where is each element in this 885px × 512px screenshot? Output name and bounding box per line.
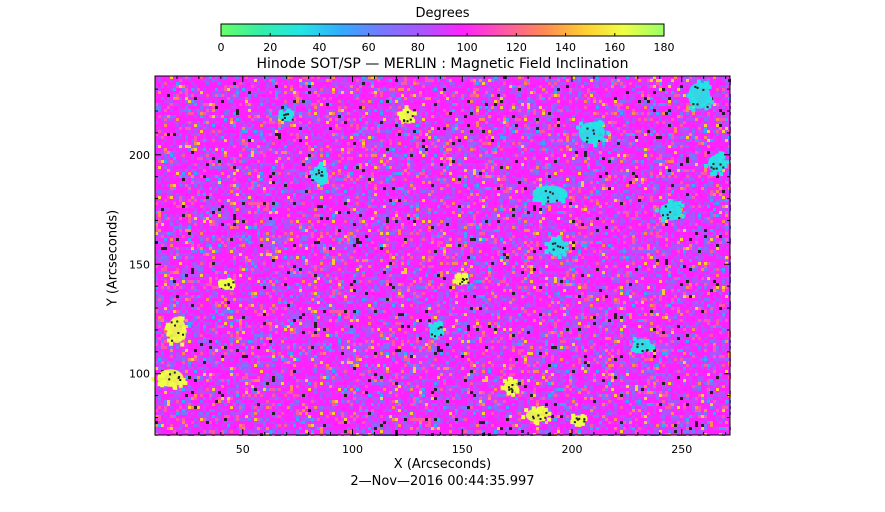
plot-frame [154,75,731,436]
low-inclination-patch [532,185,568,206]
colorbar-gradient [220,23,665,37]
high-inclination-patch [151,369,188,390]
x-tick-label: 250 [671,443,692,456]
x-tick-label: 50 [236,443,250,456]
colorbar-tick-label: 100 [457,41,478,54]
x-tick-label: 200 [561,443,582,456]
low-inclination-patch [654,199,685,223]
x-tick-label: 100 [342,443,363,456]
y-tick-label: 200 [129,149,150,162]
colorbar: 0 20 40 60 80 100 120 140 160 180 [218,23,675,54]
y-tick-label: 100 [129,368,150,381]
colorbar-tick-label: 140 [555,41,576,54]
high-inclination-patch [218,277,236,291]
colorbar-tick-label: 160 [604,41,625,54]
low-inclination-patch [544,235,569,260]
colorbar-tick-label: 80 [411,41,425,54]
x-axis-label: X (Arcseconds) [393,457,492,472]
low-inclination-patch [576,120,611,148]
high-inclination-patch [164,316,187,347]
low-inclination-patch [704,151,730,177]
x-tick-label: 150 [452,443,473,456]
high-inclination-patch [521,406,552,426]
high-inclination-patch [452,272,470,286]
low-inclination-patch [428,320,445,340]
low-inclination-patch [278,108,295,122]
low-inclination-patch [309,161,329,186]
low-inclination-patch [686,79,715,112]
high-inclination-patch [500,376,520,397]
axes: 50 100 150 200 250 100 150 200 [129,76,730,456]
colorbar-tick-label: 180 [654,41,675,54]
colorbar-title: Degrees [415,6,470,21]
high-inclination-patch [570,413,588,427]
y-tick-label: 150 [129,258,150,271]
colorbar-tick-label: 20 [263,41,277,54]
plot-title: Hinode SOT/SP — MERLIN : Magnetic Field … [256,56,629,72]
heatmap-noise [155,76,731,436]
colorbar-tick-label: 120 [506,41,527,54]
timestamp: 2—Nov—2016 00:44:35.997 [350,474,535,489]
heatmap [151,76,731,436]
colorbar-tick-label: 40 [312,41,326,54]
colorbar-tick-label: 60 [362,41,376,54]
high-inclination-patch [397,105,417,124]
colorbar-tick-label: 0 [218,41,225,54]
low-inclination-patch [630,337,656,354]
